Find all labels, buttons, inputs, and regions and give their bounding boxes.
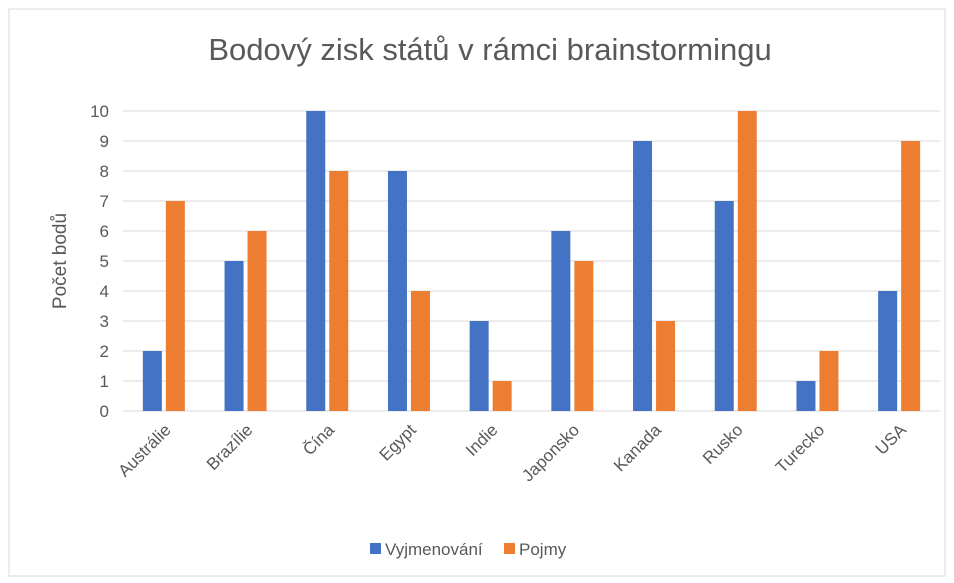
bar — [633, 141, 653, 411]
y-tick-label: 5 — [100, 252, 109, 271]
bar — [819, 351, 839, 411]
y-tick-label: 7 — [100, 192, 109, 211]
y-tick-label: 6 — [100, 222, 109, 241]
bar — [656, 321, 676, 411]
bar — [878, 291, 898, 411]
legend-label: Pojmy — [519, 540, 567, 559]
y-tick-label: 0 — [100, 402, 109, 421]
bar — [165, 201, 185, 411]
bar — [387, 171, 407, 411]
y-tick-label: 9 — [100, 132, 109, 151]
legend-swatch — [504, 543, 515, 554]
legend-swatch — [370, 543, 381, 554]
bar — [142, 351, 162, 411]
bar — [329, 171, 349, 411]
legend-label: Vyjmenování — [385, 540, 483, 559]
y-tick-label: 3 — [100, 312, 109, 331]
bar — [410, 291, 430, 411]
bar — [796, 381, 816, 411]
bar — [574, 261, 594, 411]
y-tick-label: 8 — [100, 162, 109, 181]
bar — [469, 321, 489, 411]
bar — [224, 261, 244, 411]
bar — [714, 201, 734, 411]
y-axis-label: Počet bodů — [50, 213, 71, 309]
bar — [901, 141, 921, 411]
bar — [247, 231, 267, 411]
bar — [737, 111, 757, 411]
y-tick-label: 1 — [100, 372, 109, 391]
bar — [492, 381, 512, 411]
chart-title: Bodový zisk států v rámci brainstormingu — [208, 32, 771, 67]
y-tick-label: 4 — [100, 282, 109, 301]
bar — [551, 231, 571, 411]
chart-frame — [8, 8, 946, 577]
bar — [306, 111, 326, 411]
y-tick-label: 2 — [100, 342, 109, 361]
y-tick-label: 10 — [90, 102, 109, 121]
